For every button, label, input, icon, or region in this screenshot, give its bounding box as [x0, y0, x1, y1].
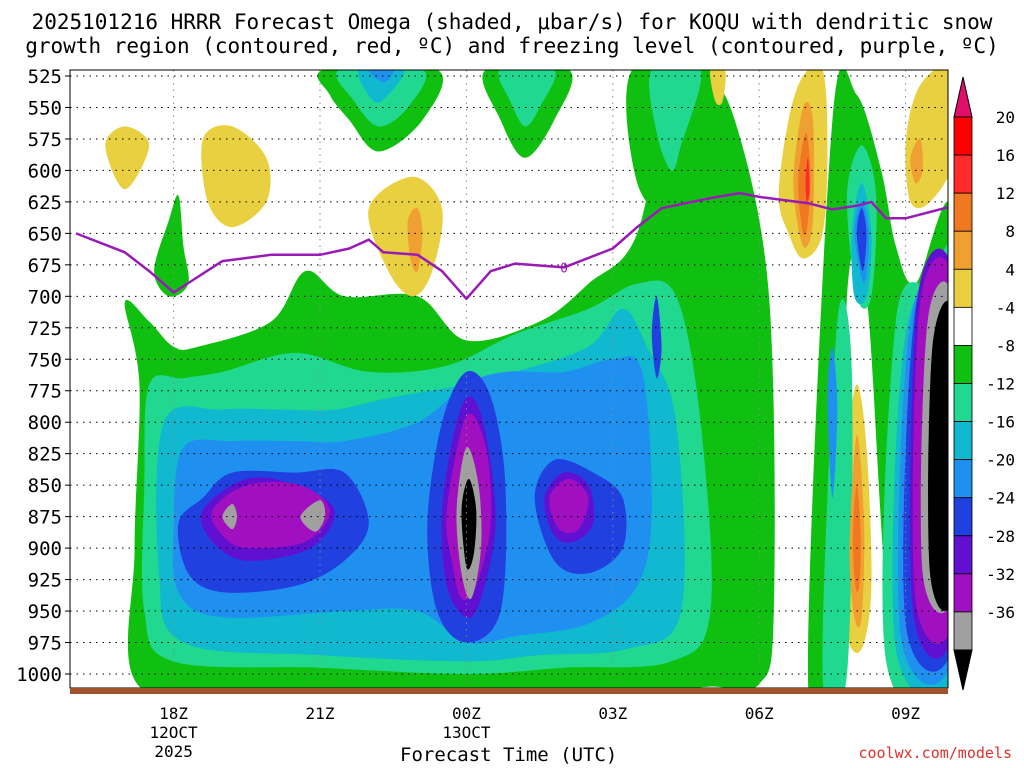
x-axis-label: Forecast Time (UTC) [400, 744, 618, 766]
chart-title-line-2: growth region (contoured, red, ºC) and f… [25, 34, 999, 58]
colorbar-bottom-arrow [953, 649, 973, 691]
colorbar-label--24: -24 [986, 489, 1015, 508]
omega-region-dblue-small [651, 296, 662, 379]
colorbar-block [953, 611, 973, 651]
y-tick-label-975: 975 [28, 633, 62, 655]
colorbar-label-16: 16 [996, 146, 1015, 165]
colorbar-block [953, 497, 973, 537]
colorbar-block [953, 535, 973, 575]
colorbar-label--28: -28 [986, 527, 1015, 546]
chart-title-line-1: 2025101216 HRRR Forecast Omega (shaded, … [31, 10, 993, 34]
colorbar-block [953, 421, 973, 461]
y-tick-label-600: 600 [28, 160, 62, 182]
colorbar-label-4: 4 [1005, 260, 1015, 279]
y-tick-label-900: 900 [28, 538, 62, 560]
y-tick-label-925: 925 [28, 570, 62, 592]
omega-region-yellow-3 [368, 176, 443, 297]
credit-link[interactable]: coolwx.com/models [858, 744, 1012, 762]
omega-region-green-18z [154, 194, 189, 297]
omega-region-teal-top2 [498, 70, 556, 127]
colorbar-label-8: 8 [1005, 222, 1015, 241]
colorbar-block [953, 573, 973, 613]
y-tick-label-700: 700 [28, 286, 62, 308]
omega-region-yellow-4 [710, 70, 726, 106]
colorbar-label--12: -12 [986, 375, 1015, 394]
colorbar-label--36: -36 [986, 603, 1015, 622]
colorbar-block [953, 230, 973, 270]
colorbar-label--20: -20 [986, 451, 1015, 470]
y-tick-label-775: 775 [28, 381, 62, 403]
ground-strip [70, 688, 948, 694]
colorbar-label--32: -32 [986, 565, 1015, 584]
omega-region-teal-top3 [649, 70, 702, 171]
x-tick-label-00Z: 00Z [452, 704, 481, 723]
omega-region-gray-left1 [222, 504, 237, 530]
colorbar-label--4: -4 [996, 298, 1015, 317]
x-tick-label-03Z: 03Z [598, 704, 627, 723]
colorbar-block [953, 116, 973, 156]
colorbar-block [953, 192, 973, 232]
x-tick-label-21Z: 21Z [306, 704, 335, 723]
colorbar-block [953, 306, 973, 346]
y-tick-label-800: 800 [28, 412, 62, 434]
omega-region-yellow-1 [105, 126, 150, 190]
colorbar-label--8: -8 [996, 336, 1015, 355]
omega-region-lorange-6 [910, 138, 923, 184]
colorbar-label-20: 20 [996, 108, 1015, 127]
omega-region-orange-7 [852, 485, 861, 593]
y-tick-label-675: 675 [28, 255, 62, 277]
x-tick-label-12OCT: 12OCT [150, 723, 199, 742]
omega-region-black-right [928, 300, 948, 611]
omega-region-teal-right [822, 299, 853, 688]
colorbar-block [953, 154, 973, 194]
x-tick-label-06Z: 06Z [745, 704, 774, 723]
y-tick-label-1000: 1000 [16, 664, 62, 686]
y-tick-label-750: 750 [28, 349, 62, 371]
omega-region-violet-left [211, 482, 330, 549]
y-tick-label-950: 950 [28, 601, 62, 623]
colorbar-block [953, 459, 973, 499]
y-tick-label-575: 575 [28, 129, 62, 151]
colorbar-label--16: -16 [986, 413, 1015, 432]
y-tick-label-850: 850 [28, 475, 62, 497]
omega-region-violet-center2 [549, 478, 589, 534]
omega-region-gray-left2 [300, 500, 326, 532]
y-tick-label-525: 525 [28, 66, 62, 88]
x-tick-label-2025: 2025 [154, 742, 193, 761]
omega-region-orange-5 [798, 132, 811, 236]
y-tick-label-550: 550 [28, 97, 62, 119]
omega-region-red-5 [805, 157, 810, 203]
freezing-level-label: 0 [560, 261, 568, 276]
y-tick-label-650: 650 [28, 223, 62, 245]
omega-region-blue-top [368, 70, 394, 83]
colorbar-block [953, 383, 973, 422]
x-tick-label-13OCT: 13OCT [442, 723, 491, 742]
omega-region-dblue-right2 [856, 208, 867, 272]
x-tick-label-09Z: 09Z [891, 704, 920, 723]
omega-region-black-center [461, 478, 477, 570]
y-tick-label-825: 825 [28, 444, 62, 466]
colorbar-block [953, 345, 973, 384]
colorbar-top-arrow [953, 76, 973, 118]
omega-region-blue-small [827, 346, 838, 498]
y-tick-label-625: 625 [28, 192, 62, 214]
omega-region-cyan-top [358, 70, 404, 103]
colorbar-block [953, 268, 973, 308]
freezing-level-line [75, 191, 948, 301]
y-tick-label-725: 725 [28, 318, 62, 340]
y-tick-label-875: 875 [28, 507, 62, 529]
x-tick-label-18Z: 18Z [159, 704, 188, 723]
colorbar-label-12: 12 [996, 184, 1015, 203]
